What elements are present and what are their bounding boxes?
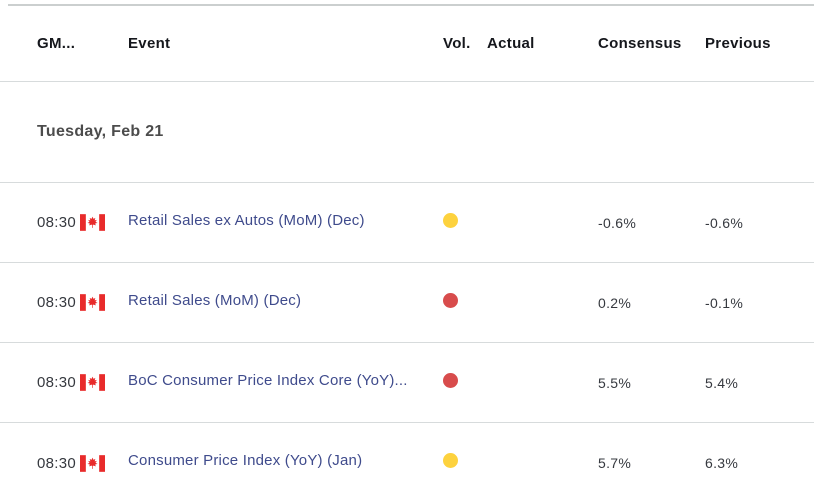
consensus-value: -0.6%: [598, 214, 637, 231]
date-group-label: Tuesday, Feb 21: [37, 123, 164, 140]
event-row[interactable]: 08:30 Consumer Price Index (YoY) (Jan) 5…: [0, 423, 814, 497]
canada-flag-icon: [80, 454, 106, 472]
canada-flag-icon: [80, 214, 106, 231]
previous-value: -0.1%: [705, 294, 744, 311]
event-link[interactable]: BoC Consumer Price Index Core (YoY)...: [128, 371, 408, 389]
column-header-actual: Actual: [487, 35, 535, 52]
canada-flag-icon: [80, 294, 106, 311]
column-header-gmt[interactable]: GM...: [37, 35, 76, 52]
previous-value: 5.4%: [705, 374, 739, 391]
consensus-value: 5.7%: [598, 455, 632, 471]
previous-value: 6.3%: [705, 455, 739, 471]
event-link[interactable]: Retail Sales ex Autos (MoM) (Dec): [128, 211, 365, 229]
previous-value: -0.6%: [705, 214, 744, 231]
event-link[interactable]: Retail Sales (MoM) (Dec): [128, 291, 302, 309]
event-time: 08:30: [37, 214, 77, 231]
volatility-dot: [443, 292, 458, 308]
event-link[interactable]: Consumer Price Index (YoY) (Jan): [128, 452, 363, 469]
column-header-consensus: Consensus: [598, 35, 682, 52]
column-header-vol: Vol.: [443, 35, 471, 52]
event-time: 08:30: [37, 454, 77, 472]
consensus-value: 0.2%: [598, 294, 632, 311]
event-row[interactable]: 08:30 BoC Consumer Price Index Core (YoY…: [0, 343, 814, 423]
volatility-dot: [443, 372, 458, 388]
event-row[interactable]: 08:30 Retail Sales (MoM) (Dec) 0.2% -0.1…: [0, 263, 814, 343]
volatility-dot: [443, 453, 458, 468]
column-header-event: Event: [128, 35, 171, 52]
event-time: 08:30: [37, 374, 77, 391]
event-time: 08:30: [37, 294, 77, 311]
date-group-header: Tuesday, Feb 21: [0, 82, 814, 183]
event-row[interactable]: 08:30 Retail Sales ex Autos (MoM) (Dec) …: [0, 183, 814, 263]
consensus-value: 5.5%: [598, 374, 632, 391]
column-header-previous: Previous: [705, 35, 771, 52]
table-top-border: [8, 4, 814, 6]
canada-flag-icon: [80, 374, 106, 391]
table-header-row: GM... Event Vol. Actual Consensus Previo…: [0, 6, 814, 82]
volatility-dot: [443, 212, 458, 228]
